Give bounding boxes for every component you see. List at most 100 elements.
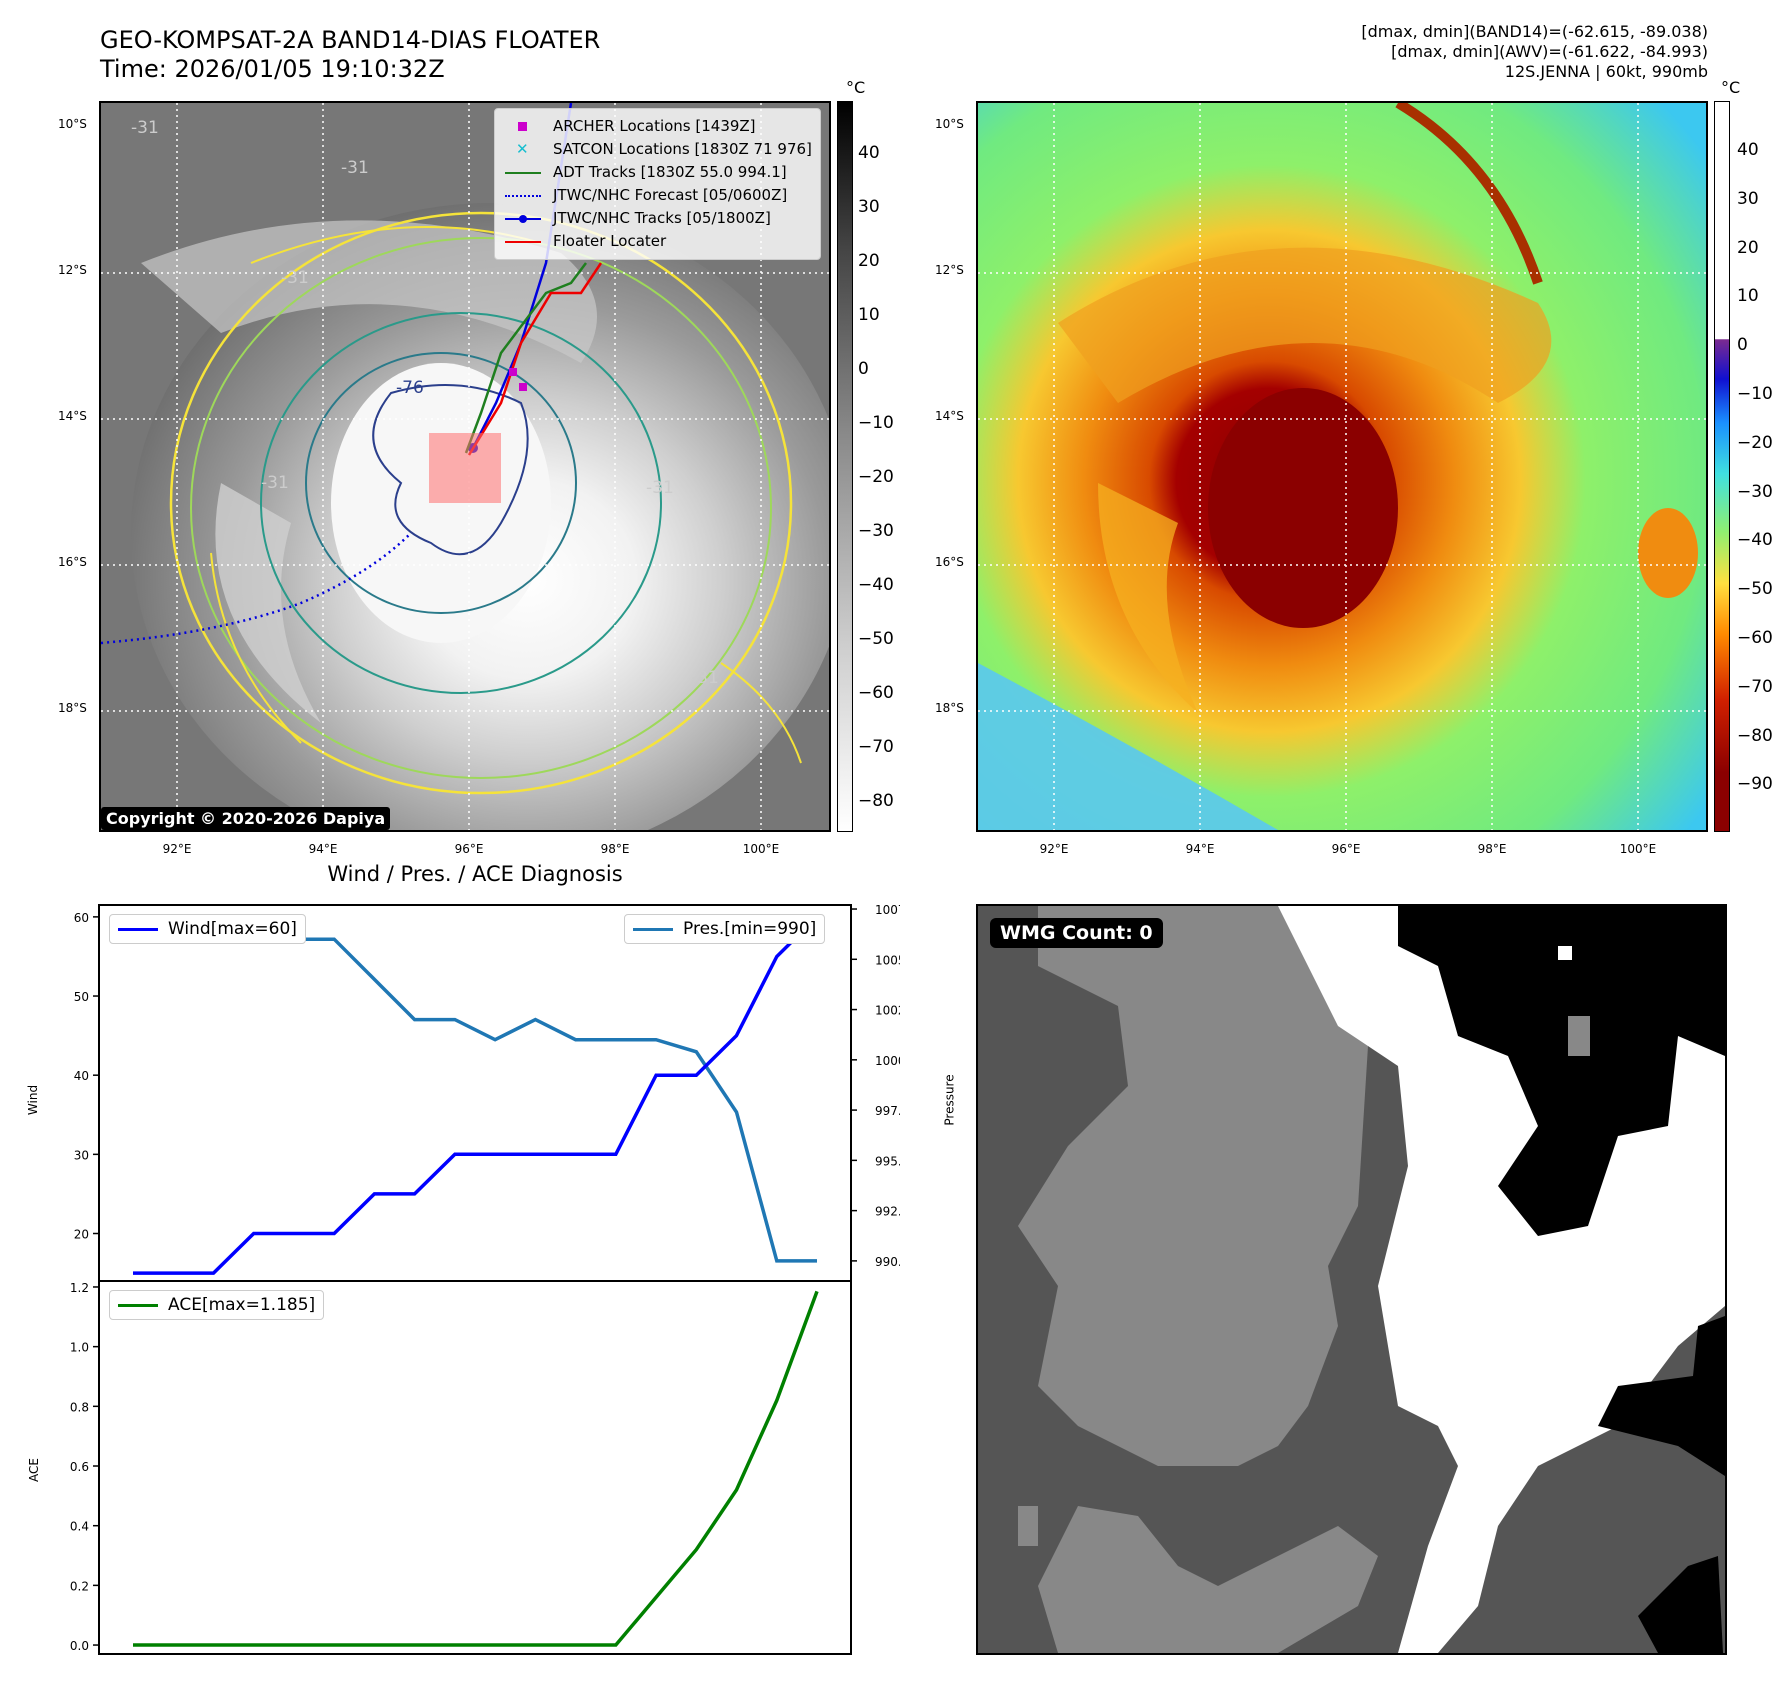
pressure-legend: Pres.[min=990] [624,914,826,944]
lat-label: 14°S [935,409,964,423]
colorbar-tick-label: 10 [858,305,880,325]
stats-info: [dmax, dmin](BAND14)=(-62.615, -89.038) … [1361,22,1708,82]
lat-label: 12°S [58,263,87,277]
figure-title: GEO-KOMPSAT-2A BAND14-DIAS FLOATER Time:… [100,26,600,84]
pressure-tick-label: 1005.0 [875,953,900,967]
ace-series-line [133,1290,819,1647]
contour-label: -31 [131,118,159,138]
colorbar-tick-label: −50 [1737,579,1773,600]
lon-label: 94°E [308,842,338,856]
line-icon [118,1303,158,1307]
line-dot-icon [503,212,543,226]
colorbar-tick-label: 40 [858,143,880,163]
lon-label: 92°E [162,842,192,856]
floater-locater-box [429,433,501,503]
contour-label: -31 [691,668,719,688]
wind-pressure-axes-frame [98,904,852,1282]
line-icon [503,166,543,180]
lat-label: 16°S [58,555,87,569]
lon-label: 92°E [1039,842,1069,856]
colorbar-tick-label: −40 [858,575,894,595]
line-icon [503,235,543,249]
chart-title: Wind / Pres. / ACE Diagnosis [327,862,623,886]
pressure-axis-label: Pressure [942,1074,957,1126]
info-line-1: [dmax, dmin](BAND14)=(-62.615, -89.038) [1361,22,1708,41]
wind-legend: Wind[max=60] [109,914,306,944]
lat-label: 16°S [935,555,964,569]
pressure-tick-label: 995.0 [875,1154,900,1168]
lat-label: 18°S [935,701,964,715]
line-icon [633,927,673,931]
colorbar-tick-label: −10 [1737,384,1773,404]
line-icon [118,927,158,931]
ace-axes-frame [98,1280,852,1655]
colorbar-tick-label: 0 [1737,335,1748,356]
pressure-tick-label: 990.0 [875,1255,900,1269]
colorbar-tick-label: −30 [1737,481,1773,502]
legend-item: JTWC/NHC Forecast [05/0600Z] [503,184,812,207]
colorbar-tick-label: 20 [858,251,880,271]
lat-label: 14°S [58,409,87,423]
colorbar-tick-label: −70 [858,737,894,757]
lon-label: 98°E [1477,842,1507,856]
wind-tick-label: 30 [74,1148,89,1162]
lon-label: 100°E [742,842,780,856]
wind-tick-label: 20 [74,1228,89,1242]
ace-tick-label: 0.8 [70,1400,89,1414]
pressure-series-line [133,917,817,1263]
lon-label: 100°E [1619,842,1657,856]
wind-tick-label: 40 [74,1069,89,1083]
colorbar-tick-label: −60 [858,683,894,703]
wmg-count-badge: WMG Count: 0 [990,918,1163,948]
ace-tick-label: 1.2 [70,1281,89,1295]
colorbar-unit: °C [846,78,866,97]
ace-tick-label: 0.4 [70,1520,89,1534]
diagnosis-chart: 60 50 40 30 20 1007.5 1005.0 1002.5 1000.0 997.5 9… [70,903,900,1655]
colorbar-tick-label: 0 [858,359,869,379]
legend-item: ADT Tracks [1830Z 55.0 994.1] [503,161,812,184]
colorbar-tick-label: 10 [1737,286,1759,307]
colorbar-tick-label: −10 [858,413,894,433]
map-legend: ARCHER Locations [1439Z] ✕ SATCON Locati… [494,108,821,260]
lat-label: 12°S [935,263,964,277]
legend-item: ✕ SATCON Locations [1830Z 71 976] [503,138,812,161]
colorbar-tick-label: −20 [858,467,894,487]
colorbar-tick-label: −80 [1737,725,1773,746]
lat-label: 10°S [935,117,964,131]
lon-label: 98°E [600,842,630,856]
contour-label: -31 [281,268,309,288]
colorbar-tick-label: 40 [1737,140,1759,160]
lon-label: 96°E [454,842,484,856]
contour-label: -31 [261,473,289,493]
legend-item: JTWC/NHC Tracks [05/1800Z] [503,207,812,230]
lon-label: 94°E [1185,842,1215,856]
lon-label: 96°E [1331,842,1361,856]
info-line-2: [dmax, dmin](AWV)=(-61.622, -84.993) [1391,42,1708,61]
wind-axis-label: Wind [26,1084,41,1116]
wmg-panel: WMG Count: 0 [976,904,1727,1655]
pressure-tick-label: 1002.5 [875,1004,900,1018]
contour-label: -31 [341,158,369,178]
colorbar-tick-label: 20 [1737,237,1759,258]
color-map-panel [976,101,1708,832]
wind-tick-label: 50 [74,990,89,1004]
dotted-line-icon [503,189,543,203]
wind-series-line [133,915,819,1275]
ace-tick-label: 0.0 [70,1639,89,1653]
ir-map-panel: -31 -31 -31 -76 -31 -31 -31 ARCHER Locat… [99,101,831,832]
wmg-image [978,906,1725,1653]
copyright-badge: Copyright © 2020-2026 Dapiya [101,807,391,830]
pressure-tick-label: 997.5 [875,1104,900,1118]
title-line-2: Time: 2026/01/05 19:10:32Z [100,55,445,83]
pressure-tick-label: 1000.0 [875,1054,900,1068]
title-line-1: GEO-KOMPSAT-2A BAND14-DIAS FLOATER [100,26,601,54]
lat-label: 18°S [58,701,87,715]
colorbar-tick-label: −20 [1737,432,1773,453]
square-icon [503,120,543,134]
legend-item: Floater Locater [503,230,812,253]
contour-label: -31 [646,478,674,498]
colorbar-tick-label: 30 [1737,188,1759,209]
colorbar-tick-label: −30 [858,521,894,541]
colorbar-tick-label: −90 [1737,774,1773,795]
ace-tick-label: 1.0 [70,1341,89,1355]
